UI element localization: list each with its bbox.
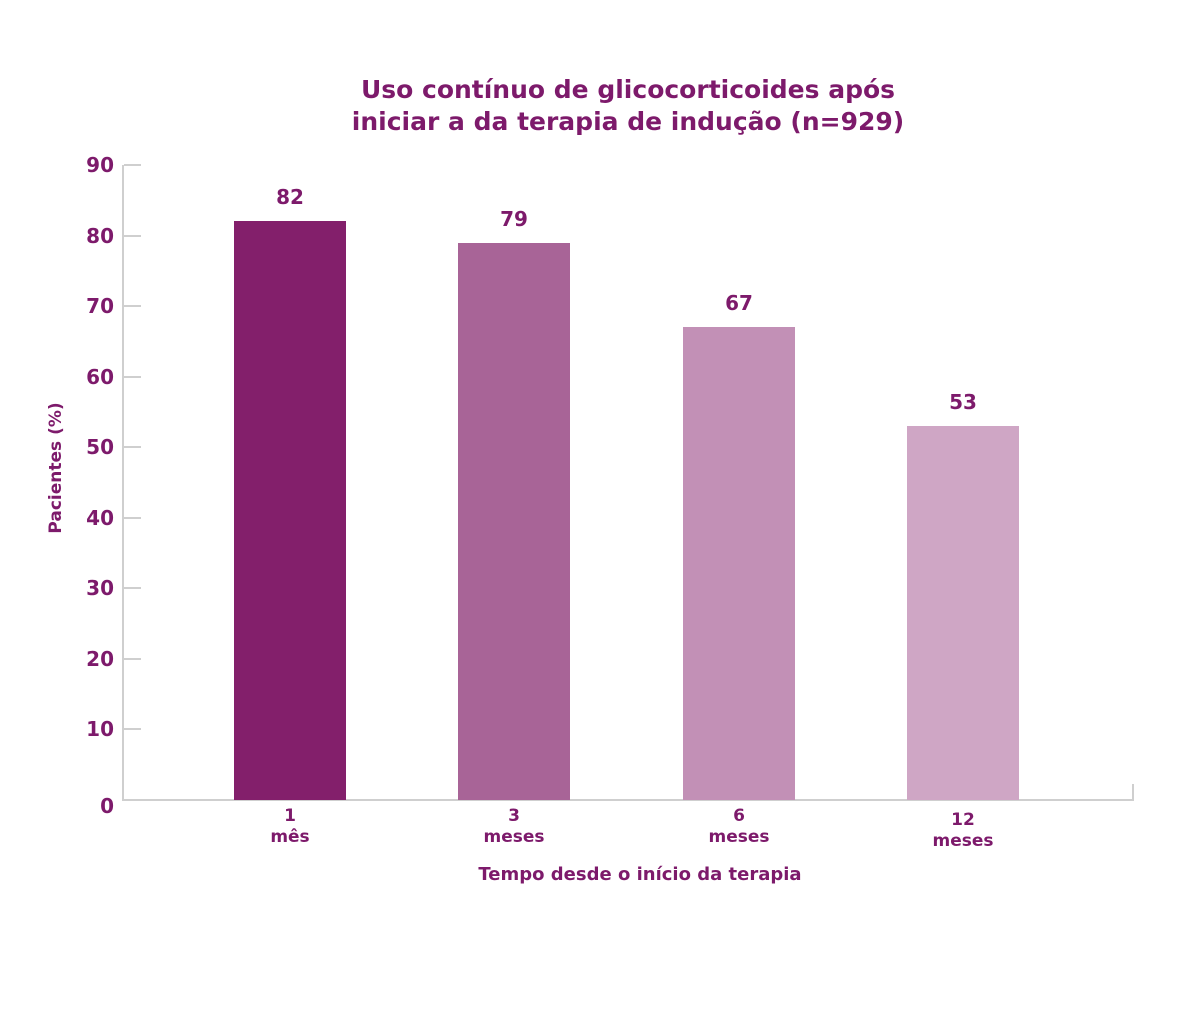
bar-4 [907,426,1019,800]
y-tick-label: 50 [86,435,114,460]
y-tick-label: 30 [86,576,114,601]
y-tick [124,728,141,731]
y-tick [124,164,141,166]
x-axis-line [122,799,1134,801]
chart-title: Uso contínuo de glicocorticoides após in… [0,74,1181,138]
x-category-label-line: 6 [733,806,745,826]
y-tick-label: 0 [100,794,114,818]
y-tick [124,234,141,237]
y-tick-label: 20 [86,646,114,671]
y-axis-line [122,165,124,801]
x-category-label-line: mês [270,827,310,847]
x-category-label: 6 meses [669,806,809,848]
x-category-label: 12 meses [893,810,1033,852]
y-tick-label: 80 [86,223,114,248]
x-category-label-line: 12 [951,810,975,830]
x-category-label-line: meses [483,827,545,847]
x-category-label: 1 mês [220,806,360,848]
bar-value-label: 53 [949,390,977,415]
chart-title-line-1: Uso contínuo de glicocorticoides após [360,75,896,104]
x-category-label-line: meses [932,831,994,851]
x-axis-title: Tempo desde o início da terapia [478,864,802,885]
y-tick [124,305,141,308]
y-tick [124,516,141,519]
x-category-label-line: meses [708,827,770,847]
y-tick-label: 70 [86,294,114,319]
x-category-label-line: 3 [508,806,520,826]
bar-value-label: 79 [500,206,528,231]
x-category-label: 3 meses [444,806,584,848]
y-tick-label: 90 [86,153,114,177]
y-tick [124,446,141,449]
bar-2 [458,242,570,800]
y-tick-label: 40 [86,505,114,530]
bar-1 [234,221,346,800]
chart-title-line-2: iniciar a da terapia de indução (n=929) [351,107,905,136]
y-tick [124,657,141,660]
y-tick [124,587,141,590]
y-tick-label: 10 [86,717,114,742]
bar-3 [683,327,795,800]
x-category-label-line: 1 [284,806,296,826]
bar-value-label: 67 [725,291,753,316]
y-tick-label: 60 [86,364,114,389]
x-axis-end-tick [1132,784,1134,801]
y-tick [124,375,141,378]
bar-value-label: 82 [276,185,304,210]
